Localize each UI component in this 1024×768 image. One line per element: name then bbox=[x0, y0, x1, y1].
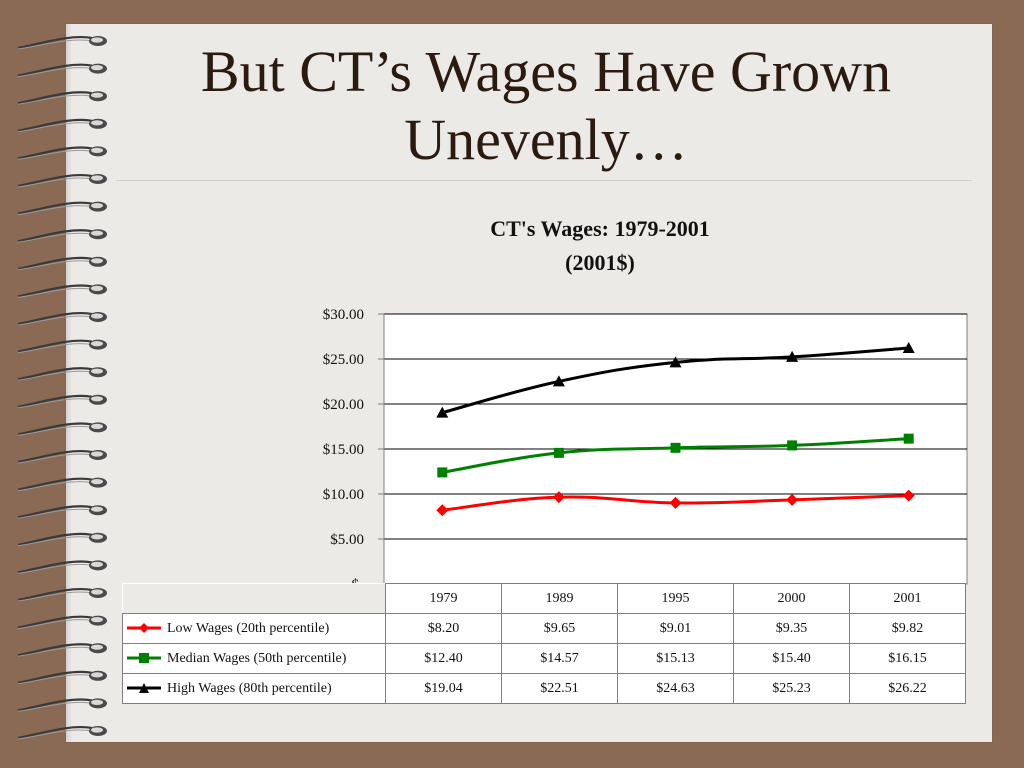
table-cell: $19.04 bbox=[385, 673, 502, 704]
spiral-coil-icon bbox=[17, 284, 107, 298]
spiral-coil-icon bbox=[17, 91, 107, 105]
legend-entry-low: Low Wages (20th percentile) bbox=[122, 613, 386, 644]
table-cell: $9.35 bbox=[733, 613, 850, 644]
spiral-coil-icon bbox=[17, 201, 107, 216]
table-cell: $16.15 bbox=[849, 643, 966, 674]
spiral-coil-icon bbox=[17, 118, 107, 133]
spiral-coil-icon bbox=[17, 477, 107, 492]
spiral-coil-icon bbox=[17, 643, 107, 657]
data-point-triangle bbox=[902, 342, 915, 354]
data-point-triangle bbox=[436, 406, 449, 418]
data-point-square bbox=[437, 467, 448, 478]
spiral-coil-icon bbox=[17, 532, 107, 547]
table-header-cell: 2001 bbox=[849, 583, 966, 614]
spiral-coil-icon bbox=[17, 312, 107, 326]
data-point-triangle bbox=[669, 356, 682, 368]
spiral-coil-icon bbox=[17, 367, 107, 381]
data-point-triangle bbox=[786, 350, 799, 362]
data-point-square bbox=[787, 440, 798, 451]
spiral-binding bbox=[17, 36, 107, 740]
legend-entry-median: Median Wages (50th percentile) bbox=[122, 643, 386, 674]
chart-title-line1: CT's Wages: 1979-2001 bbox=[490, 216, 710, 241]
spiral-coil-icon bbox=[17, 615, 107, 630]
table-cell: $9.82 bbox=[849, 613, 966, 644]
spiral-coil-icon bbox=[17, 670, 107, 685]
spiral-coil-icon bbox=[17, 256, 107, 271]
table-row-median-wages: Median Wages (50th percentile) $12.40 $1… bbox=[122, 643, 966, 674]
data-point-triangle bbox=[552, 375, 565, 387]
spiral-coil-icon bbox=[17, 63, 107, 78]
spiral-coil-icon bbox=[17, 36, 107, 50]
spiral-coil-icon bbox=[17, 146, 107, 160]
spiral-coil-icon bbox=[17, 229, 107, 243]
table-cell: $15.13 bbox=[617, 643, 734, 674]
table-cell: $14.57 bbox=[501, 643, 618, 674]
spiral-coil-icon bbox=[17, 505, 107, 519]
spiral-coil-icon bbox=[17, 450, 107, 464]
spiral-coil-icon bbox=[17, 339, 107, 354]
red-diamond-line-icon bbox=[127, 623, 161, 634]
legend-label: Median Wages (50th percentile) bbox=[167, 650, 347, 666]
table-header-cell: 2000 bbox=[733, 583, 850, 614]
data-point-square bbox=[670, 442, 681, 453]
y-tick-label: $20.00 bbox=[323, 397, 364, 413]
spiral-coil-icon bbox=[17, 394, 107, 409]
data-point-diamond bbox=[436, 504, 449, 517]
data-point-diamond bbox=[669, 496, 682, 509]
legend-label: Low Wages (20th percentile) bbox=[167, 620, 330, 636]
y-tick-label: $15.00 bbox=[323, 442, 364, 458]
table-header-cell: 1995 bbox=[617, 583, 734, 614]
spiral-coil-icon bbox=[17, 588, 107, 602]
legend-entry-high: High Wages (80th percentile) bbox=[122, 673, 386, 704]
table-cell: $9.01 bbox=[617, 613, 734, 644]
data-point-diamond bbox=[552, 491, 565, 504]
table-row-low-wages: Low Wages (20th percentile) $8.20 $9.65 … bbox=[122, 613, 966, 644]
table-cell: $9.65 bbox=[501, 613, 618, 644]
table-header-cell: 1979 bbox=[385, 583, 502, 614]
spiral-coil-icon bbox=[17, 560, 107, 574]
table-cell: $26.22 bbox=[849, 673, 966, 704]
chart-title-line2: (2001$) bbox=[565, 250, 635, 275]
table-corner-cell bbox=[122, 583, 386, 614]
table-cell: $12.40 bbox=[385, 643, 502, 674]
y-axis: $-$5.00$10.00$15.00$20.00$25.00$30.00 bbox=[323, 307, 385, 593]
title-divider bbox=[116, 180, 972, 181]
black-triangle-line-icon bbox=[127, 683, 161, 694]
y-tick-label: $5.00 bbox=[330, 532, 364, 548]
data-point-square bbox=[903, 433, 914, 444]
table-header-cell: 1989 bbox=[501, 583, 618, 614]
table-row-high-wages: High Wages (80th percentile) $19.04 $22.… bbox=[122, 673, 966, 704]
y-tick-label: $25.00 bbox=[323, 352, 364, 368]
series-group bbox=[436, 342, 915, 517]
table-cell: $8.20 bbox=[385, 613, 502, 644]
y-tick-label: $10.00 bbox=[323, 487, 364, 503]
chart-title: CT's Wages: 1979-2001 (2001$) bbox=[380, 212, 820, 280]
page-shadow bbox=[66, 24, 72, 742]
table-header-row: 1979 1989 1995 2000 2001 bbox=[122, 583, 966, 614]
y-tick-label: $30.00 bbox=[323, 307, 364, 323]
table-cell: $24.63 bbox=[617, 673, 734, 704]
spiral-coil-icon bbox=[17, 422, 107, 436]
spiral-coil-icon bbox=[17, 698, 107, 712]
table-cell: $15.40 bbox=[733, 643, 850, 674]
spiral-coil-icon bbox=[17, 726, 107, 740]
table-cell: $25.23 bbox=[733, 673, 850, 704]
table-cell: $22.51 bbox=[501, 673, 618, 704]
data-point-square bbox=[553, 447, 564, 458]
slide-title-line1: But CT’s Wages Have Grown bbox=[200, 39, 892, 104]
green-square-line-icon bbox=[127, 653, 161, 664]
spiral-coil-icon bbox=[17, 174, 107, 188]
legend-label: High Wages (80th percentile) bbox=[167, 680, 332, 696]
slide-title-line2: Unevenly… bbox=[404, 107, 688, 172]
slide-title: But CT’s Wages Have Grown Unevenly… bbox=[120, 38, 972, 174]
data-table: 1979 1989 1995 2000 2001 Low Wages (20th… bbox=[122, 583, 966, 704]
data-point-diamond bbox=[786, 493, 799, 506]
data-point-diamond bbox=[902, 489, 915, 502]
